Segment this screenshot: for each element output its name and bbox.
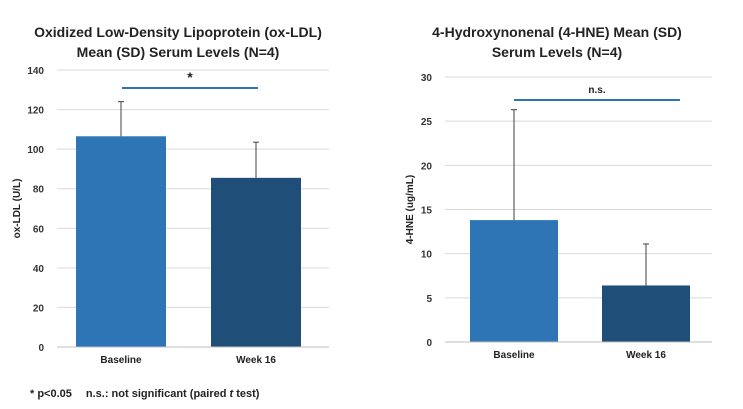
y-tick-label: 100 <box>27 145 44 156</box>
chart-title-line: 4-Hydroxynonenal (4-HNE) Mean (SD) <box>432 24 682 40</box>
y-tick-label: 120 <box>27 106 44 117</box>
y-tick-label: 15 <box>421 206 433 217</box>
y-tick-label: 20 <box>33 303 45 314</box>
chart-1: Oxidized Low-Density Lipoprotein (ox-LDL… <box>12 24 329 366</box>
significance-label: * <box>187 69 193 85</box>
footnote-ns-suffix: test) <box>233 388 260 400</box>
y-axis-label: ox-LDL (U/L) <box>12 179 23 239</box>
chart-title-line: Mean (SD) Serum Levels (N=4) <box>77 44 280 60</box>
y-tick-label: 80 <box>33 185 45 196</box>
y-axis-label: 4-HNE (ug/mL) <box>405 175 416 244</box>
footnote: * p<0.05 n.s.: not significant (paired t … <box>30 388 259 400</box>
y-tick-label: 25 <box>421 117 433 128</box>
bar <box>470 220 558 342</box>
y-tick-label: 140 <box>27 66 44 77</box>
footnote-significance: * p<0.05 <box>30 388 72 400</box>
x-tick-label: Week 16 <box>236 355 276 366</box>
chart-title-line: Oxidized Low-Density Lipoprotein (ox-LDL… <box>34 24 322 40</box>
y-tick-label: 10 <box>421 250 433 261</box>
bar <box>602 285 690 342</box>
footnote-ns-italic: t <box>229 388 234 400</box>
y-tick-label: 40 <box>33 264 45 275</box>
x-tick-label: Week 16 <box>626 350 666 361</box>
significance-label: n.s. <box>588 85 605 96</box>
chart-2: 4-Hydroxynonenal (4-HNE) Mean (SD) Serum … <box>405 24 712 361</box>
chart-title-line: Serum Levels (N=4) <box>492 44 622 60</box>
y-tick-label: 60 <box>33 224 45 235</box>
bar <box>211 177 301 347</box>
y-tick-label: 5 <box>426 294 432 305</box>
footnote-ns-prefix: n.s.: not significant (paired <box>85 388 230 400</box>
y-tick-label: 0 <box>426 338 432 349</box>
x-tick-label: Baseline <box>100 355 142 366</box>
bar <box>76 136 166 347</box>
y-tick-label: 20 <box>421 161 433 172</box>
y-tick-label: 0 <box>38 343 44 354</box>
x-tick-label: Baseline <box>493 350 535 361</box>
y-tick-label: 30 <box>421 73 433 84</box>
